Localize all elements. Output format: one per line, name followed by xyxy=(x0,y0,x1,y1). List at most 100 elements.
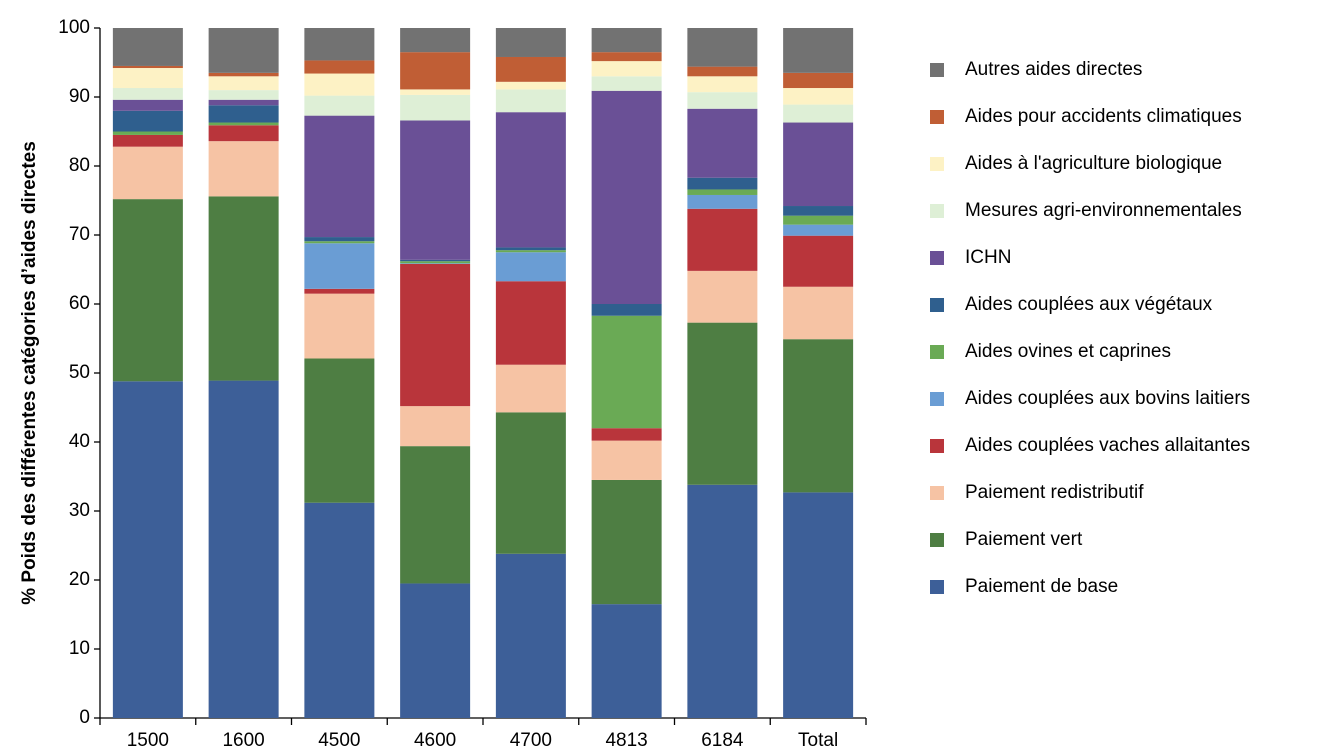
bar-segment xyxy=(687,66,758,77)
bar-segment xyxy=(495,28,566,57)
bar-segment xyxy=(687,194,758,209)
bar-segment xyxy=(304,293,375,359)
x-tick-label: 4500 xyxy=(318,730,360,747)
bar-segment xyxy=(400,263,471,264)
bar-segment xyxy=(687,177,758,190)
bar-segment xyxy=(783,492,854,718)
y-tick-label: 60 xyxy=(69,293,90,314)
bar-segment xyxy=(783,206,854,216)
legend-label: Aides couplées aux végétaux xyxy=(965,294,1213,315)
bar-segment xyxy=(208,72,279,77)
legend-swatch xyxy=(930,157,944,171)
bar-segment xyxy=(495,89,566,113)
bar-segment xyxy=(208,90,279,100)
bar-segment xyxy=(304,241,375,244)
legend-label: Aides couplées aux bovins laitiers xyxy=(965,388,1250,409)
y-tick-label: 40 xyxy=(69,431,90,452)
bar-segment xyxy=(591,76,662,91)
bar-segment xyxy=(591,61,662,77)
bar-segment xyxy=(783,28,854,73)
x-tick-label: 4700 xyxy=(510,730,552,747)
bar-segment xyxy=(495,281,566,365)
bar-segment xyxy=(687,76,758,93)
bar-segment xyxy=(208,380,279,718)
legend-label: ICHN xyxy=(965,247,1011,268)
bar-segment xyxy=(591,440,662,480)
bar-segment xyxy=(783,72,854,89)
bar-segment xyxy=(687,28,758,67)
bar-segment xyxy=(400,263,471,407)
bar-segment xyxy=(591,479,662,605)
bar-segment xyxy=(591,604,662,718)
legend-label: Paiement de base xyxy=(965,576,1118,597)
bar-segment xyxy=(112,68,183,89)
legend-swatch xyxy=(930,345,944,359)
bar-segment xyxy=(687,108,758,178)
legend-label: Mesures agri-environnementales xyxy=(965,200,1242,221)
legend-swatch xyxy=(930,486,944,500)
legend-label: Paiement vert xyxy=(965,529,1083,550)
y-tick-label: 70 xyxy=(69,224,90,245)
bar-segment xyxy=(112,65,183,69)
bar-segment xyxy=(400,261,471,264)
bar-segment xyxy=(495,412,566,554)
bar-segment xyxy=(304,243,375,289)
bar-segment xyxy=(208,28,279,73)
bar-segment xyxy=(208,125,279,142)
bar-segment xyxy=(783,224,854,236)
bar-segment xyxy=(783,104,854,123)
legend-swatch xyxy=(930,298,944,312)
bar-segment xyxy=(783,286,854,340)
bar-segment xyxy=(112,131,183,135)
bar-segment xyxy=(783,339,854,493)
bar-segment xyxy=(400,94,471,121)
bar-segment xyxy=(208,105,279,123)
legend-label: Aides à l'agriculture biologique xyxy=(965,153,1222,174)
bar-segment xyxy=(495,252,566,282)
legend-label: Autres aides directes xyxy=(965,59,1142,80)
legend-swatch xyxy=(930,580,944,594)
bar-segment xyxy=(400,89,471,95)
bar-segment xyxy=(495,247,566,251)
bar-segment xyxy=(304,115,375,238)
bar-segment xyxy=(112,88,183,100)
legend-swatch xyxy=(930,533,944,547)
y-tick-label: 80 xyxy=(69,155,90,176)
y-tick-label: 10 xyxy=(69,638,90,659)
legend-label: Aides couplées vaches allaitantes xyxy=(965,435,1250,456)
bar-segment xyxy=(112,146,183,200)
bar-segment xyxy=(304,73,375,96)
legend-swatch xyxy=(930,63,944,77)
bar-segment xyxy=(208,196,279,381)
bar-segment xyxy=(783,88,854,105)
bar-segment xyxy=(783,235,854,287)
bar-segment xyxy=(112,381,183,718)
bar-segment xyxy=(304,95,375,116)
x-tick-label: 1600 xyxy=(222,730,264,747)
bar-segment xyxy=(112,134,183,147)
bar-segment xyxy=(783,122,854,207)
bar-segment xyxy=(495,250,566,253)
bar-segment xyxy=(400,28,471,53)
x-tick-label: 4813 xyxy=(605,730,647,747)
bar-segment xyxy=(591,90,662,304)
bar-segment xyxy=(208,141,279,197)
legend-swatch xyxy=(930,439,944,453)
bar-segment xyxy=(112,199,183,382)
bar-segment xyxy=(304,28,375,61)
bar-segment xyxy=(591,304,662,316)
legend-label: Aides ovines et caprines xyxy=(965,341,1171,362)
bar-segment xyxy=(687,484,758,718)
legend-swatch xyxy=(930,204,944,218)
legend-swatch xyxy=(930,251,944,265)
bar-segment xyxy=(591,52,662,62)
bar-segment xyxy=(591,28,662,53)
y-tick-label: 100 xyxy=(58,17,90,38)
bar-segment xyxy=(400,406,471,447)
y-tick-label: 0 xyxy=(79,707,90,728)
bar-segment xyxy=(591,428,662,441)
x-tick-label: 4600 xyxy=(414,730,456,747)
bar-segment xyxy=(112,99,183,111)
bar-segment xyxy=(400,583,471,718)
